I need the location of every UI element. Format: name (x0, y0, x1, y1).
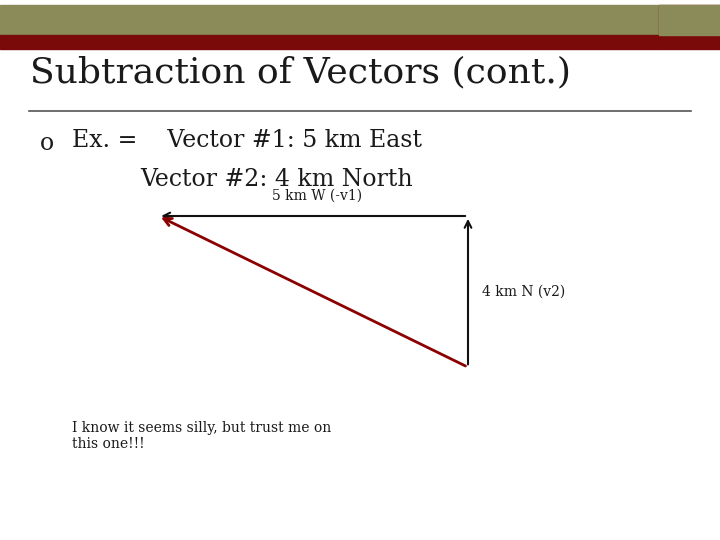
Text: 5 km W (-v1): 5 km W (-v1) (271, 188, 362, 202)
Text: o: o (40, 132, 54, 154)
Text: Vector #2: 4 km North: Vector #2: 4 km North (140, 168, 413, 191)
Text: I know it seems silly, but trust me on
this one!!!: I know it seems silly, but trust me on t… (72, 421, 331, 451)
Bar (659, 5, 720, 35)
Text: Subtraction of Vectors (cont.): Subtraction of Vectors (cont.) (30, 56, 571, 90)
Text: Ex. =    Vector #1: 5 km East: Ex. = Vector #1: 5 km East (72, 129, 422, 152)
Bar (0, 35, 659, 49)
Text: 4 km N (v2): 4 km N (v2) (482, 285, 566, 299)
Bar (659, 5, 720, 49)
Bar (0, 5, 659, 35)
